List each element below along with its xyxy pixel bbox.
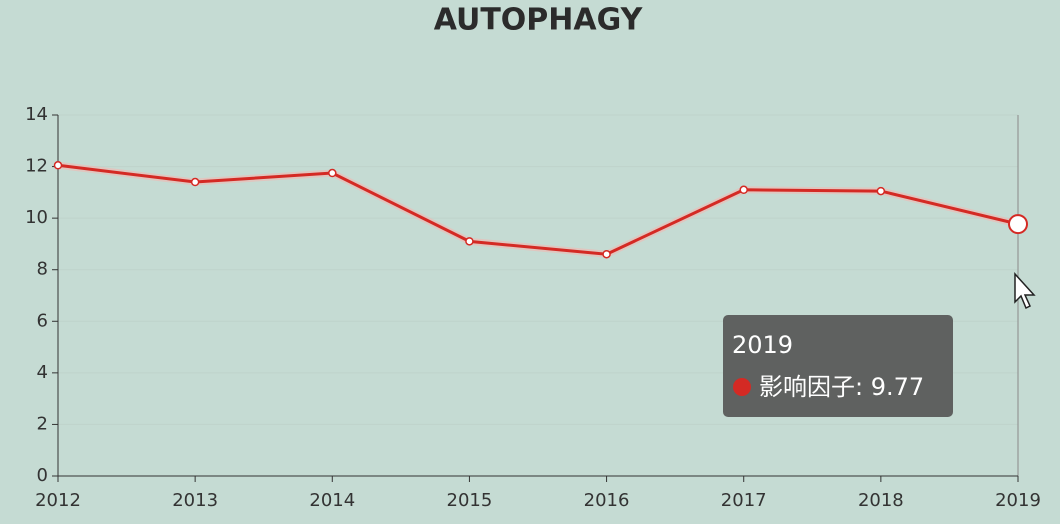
tooltip: 2019 影响因子: 9.77 bbox=[723, 315, 953, 417]
point bbox=[53, 161, 63, 170]
point bbox=[1008, 214, 1028, 235]
line bbox=[57, 163, 1019, 256]
x-tick-label: 2014 bbox=[309, 490, 355, 511]
x-tick-label: 2018 bbox=[858, 490, 904, 511]
y-tick-label: 6 bbox=[37, 310, 48, 331]
cursor bbox=[1014, 272, 1036, 310]
point bbox=[876, 186, 886, 196]
y-tick-label: 10 bbox=[25, 207, 48, 228]
x-tick-label: 2017 bbox=[721, 490, 767, 511]
point bbox=[602, 249, 611, 259]
y-tick-label: 8 bbox=[37, 259, 48, 280]
x-tick-label: 2012 bbox=[35, 490, 81, 511]
point bbox=[739, 185, 748, 195]
x-tick-label: 2019 bbox=[995, 490, 1041, 511]
y-tick-label: 14 bbox=[25, 104, 48, 125]
plot-area: 0 2 4 6 8 10 12 14 2012 2013 2014 2015 2016 2017 2018 2… bbox=[25, 104, 1041, 511]
x-tick-label: 2016 bbox=[584, 490, 630, 511]
point bbox=[190, 177, 200, 187]
tooltip-marker bbox=[733, 378, 751, 396]
x-tick-label: 2013 bbox=[172, 490, 218, 511]
chart-title: AUTOPHAGY bbox=[434, 3, 644, 38]
y-tick-label: 0 bbox=[37, 465, 48, 486]
tooltip-title: 2019 bbox=[732, 331, 793, 359]
y-tick-label: 12 bbox=[25, 156, 48, 177]
tooltip-box bbox=[723, 315, 953, 417]
point bbox=[465, 237, 474, 246]
tooltip-label: 影响因子: 9.77 bbox=[759, 373, 924, 401]
y-tick-label: 2 bbox=[37, 413, 48, 434]
y-tick-label: 4 bbox=[37, 362, 48, 383]
x-tick-label: 2015 bbox=[447, 490, 493, 511]
point bbox=[328, 168, 337, 178]
